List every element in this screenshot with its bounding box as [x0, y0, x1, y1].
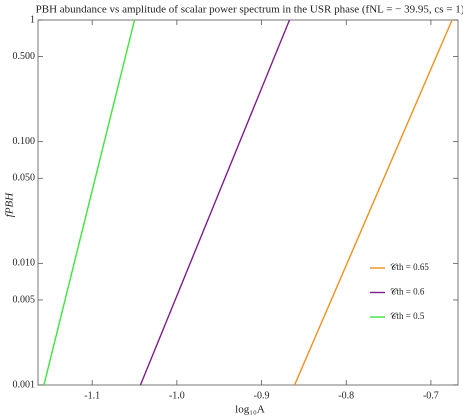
- y-tick-label: 0.010: [13, 258, 36, 269]
- y-tick-label: 0.001: [13, 379, 36, 390]
- x-tick-label: -0.7: [423, 390, 439, 401]
- y-tick-label: 0.005: [13, 294, 36, 305]
- series-line: [43, 19, 136, 386]
- y-tick-label: 0.050: [13, 173, 36, 184]
- x-tick-label: -1.0: [169, 390, 185, 401]
- y-tick-label: 0.100: [13, 136, 36, 147]
- y-tick-label: 1: [30, 14, 35, 25]
- legend-label: 𝒞th = 0.65: [390, 262, 429, 272]
- x-tick-label: -0.9: [254, 390, 270, 401]
- plot-frame: [37, 19, 459, 386]
- y-tick-label: 0.500: [13, 51, 36, 62]
- chart-title: PBH abundance vs amplitude of scalar pow…: [36, 4, 463, 16]
- x-tick-label: -1.1: [84, 390, 100, 401]
- legend-label: 𝒞th = 0.5: [390, 311, 425, 321]
- series-line: [293, 19, 453, 386]
- y-axis-label: fPBH: [4, 192, 16, 217]
- x-axis-label: log₁₀A: [235, 404, 265, 416]
- legend-label: 𝒞th = 0.6: [390, 287, 425, 297]
- series-line: [139, 19, 291, 386]
- x-tick-label: -0.8: [338, 390, 354, 401]
